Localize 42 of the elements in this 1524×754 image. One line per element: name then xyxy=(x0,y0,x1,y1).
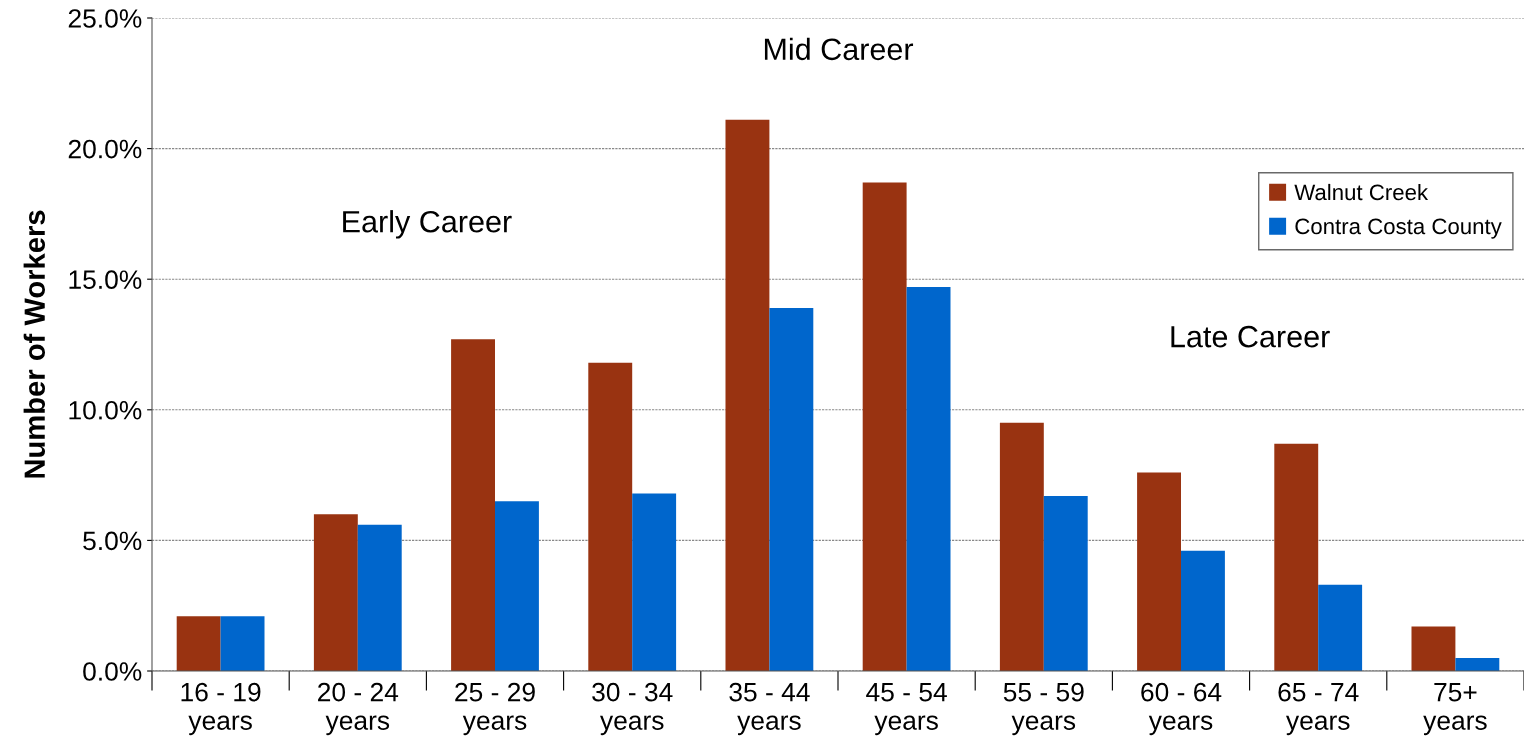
bar xyxy=(495,501,539,671)
bar xyxy=(313,514,358,671)
annotation: Early Career xyxy=(343,210,512,239)
x-tick-label: 20 - 24 years xyxy=(318,682,399,736)
x-tick-label: 75+ years xyxy=(1423,683,1487,736)
legend-label: Walnut Creek xyxy=(1294,183,1429,201)
y-axis-title: Number of Workers xyxy=(23,210,46,478)
bar xyxy=(1411,626,1456,671)
x-tick-label: 30 - 34 years xyxy=(592,682,673,736)
bar xyxy=(1455,657,1500,671)
bar xyxy=(1274,443,1319,671)
bar xyxy=(999,422,1044,671)
bar xyxy=(906,287,951,671)
x-tick-label: 45 - 54 years xyxy=(866,683,947,736)
y-tick-label: 5.0% xyxy=(83,531,142,551)
annotation: Late Career xyxy=(1171,325,1330,348)
y-tick-label: 15.0% xyxy=(69,270,142,290)
x-tick-label: 25 - 29 years xyxy=(455,682,535,736)
annotation: Mid Career xyxy=(764,37,914,61)
bar xyxy=(1043,496,1088,671)
bar xyxy=(357,524,402,671)
bar xyxy=(632,493,677,671)
x-tick-label: 60 - 64 years xyxy=(1141,682,1222,736)
y-tick-label: 10.0% xyxy=(69,400,142,420)
bar xyxy=(1181,550,1225,671)
y-tick-label: 25.0% xyxy=(68,9,142,28)
x-tick-label: 65 - 74 years xyxy=(1278,682,1359,736)
bar xyxy=(1318,584,1363,671)
y-tick-label: 20.0% xyxy=(68,139,142,159)
y-tick-label: 0.0% xyxy=(83,662,142,681)
bar xyxy=(588,362,633,671)
x-tick-label: 55 - 59 years xyxy=(1003,682,1084,736)
bar xyxy=(220,616,265,671)
bar xyxy=(1137,472,1181,671)
bar xyxy=(769,307,814,671)
bar xyxy=(862,182,907,671)
bar xyxy=(725,119,770,671)
x-tick-label: 35 - 44 years xyxy=(729,682,810,736)
bar xyxy=(451,339,495,671)
legend-label: Contra Costa County xyxy=(1295,218,1502,239)
x-tick-label: 16 - 19 years xyxy=(181,682,261,736)
bar xyxy=(176,616,221,671)
